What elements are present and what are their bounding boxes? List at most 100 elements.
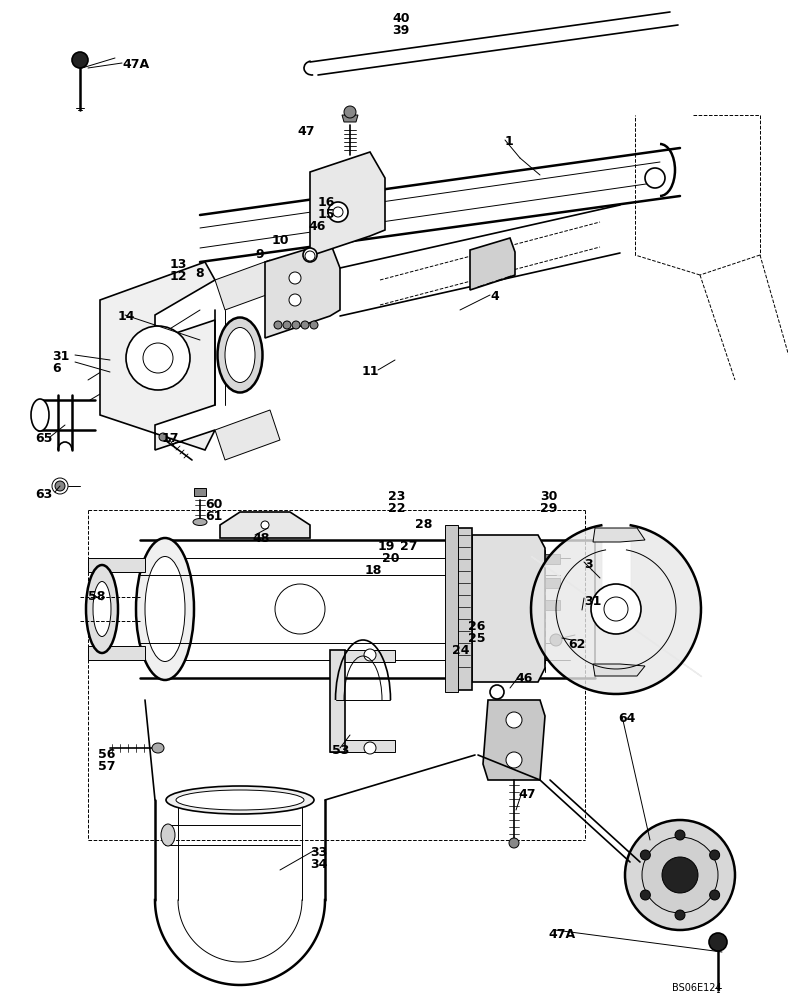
Polygon shape xyxy=(310,152,385,256)
Polygon shape xyxy=(593,664,645,676)
Circle shape xyxy=(642,837,718,913)
Text: 24: 24 xyxy=(452,644,470,657)
Text: 19: 19 xyxy=(378,540,396,553)
Text: 47A: 47A xyxy=(548,928,575,941)
Polygon shape xyxy=(342,115,358,122)
Text: 18: 18 xyxy=(365,564,382,577)
Text: 48: 48 xyxy=(252,532,269,545)
Circle shape xyxy=(55,481,65,491)
Circle shape xyxy=(275,584,325,634)
Circle shape xyxy=(625,820,735,930)
Circle shape xyxy=(591,584,641,634)
Text: 40: 40 xyxy=(392,12,410,25)
Circle shape xyxy=(509,838,519,848)
Text: 20: 20 xyxy=(382,552,400,565)
Text: 8: 8 xyxy=(195,267,203,280)
Text: 11: 11 xyxy=(362,365,380,378)
Ellipse shape xyxy=(161,824,175,846)
Circle shape xyxy=(303,248,317,262)
Text: 47: 47 xyxy=(518,788,536,801)
Circle shape xyxy=(301,321,309,329)
Polygon shape xyxy=(88,646,145,660)
Circle shape xyxy=(604,597,628,621)
Polygon shape xyxy=(330,650,345,752)
Circle shape xyxy=(645,168,665,188)
Polygon shape xyxy=(472,535,545,682)
Polygon shape xyxy=(194,488,206,496)
Circle shape xyxy=(641,850,650,860)
Circle shape xyxy=(333,207,343,217)
Text: 57: 57 xyxy=(98,760,116,773)
Text: 31: 31 xyxy=(584,595,601,608)
Circle shape xyxy=(274,321,282,329)
Circle shape xyxy=(143,343,173,373)
Circle shape xyxy=(506,752,522,768)
Circle shape xyxy=(490,685,504,699)
Circle shape xyxy=(344,106,356,118)
Circle shape xyxy=(662,857,698,893)
Text: 46: 46 xyxy=(308,220,325,233)
Ellipse shape xyxy=(31,399,49,431)
Polygon shape xyxy=(470,238,515,290)
Ellipse shape xyxy=(152,743,164,753)
Text: 13: 13 xyxy=(170,258,188,271)
Circle shape xyxy=(289,272,301,284)
Text: 4: 4 xyxy=(490,290,499,303)
Ellipse shape xyxy=(145,556,185,662)
Text: 1: 1 xyxy=(505,135,514,148)
Circle shape xyxy=(709,933,727,951)
Text: 53: 53 xyxy=(332,744,349,757)
Text: 23: 23 xyxy=(388,490,405,503)
Text: 47A: 47A xyxy=(122,58,149,71)
Ellipse shape xyxy=(86,565,118,653)
Circle shape xyxy=(305,251,315,261)
Text: 34: 34 xyxy=(310,858,327,871)
Circle shape xyxy=(328,202,348,222)
Circle shape xyxy=(72,52,88,68)
Text: 58: 58 xyxy=(88,590,106,603)
Circle shape xyxy=(550,634,562,646)
Circle shape xyxy=(710,890,719,900)
Text: 65: 65 xyxy=(35,432,52,445)
Ellipse shape xyxy=(166,786,314,814)
Circle shape xyxy=(364,742,376,754)
Polygon shape xyxy=(455,528,472,690)
Polygon shape xyxy=(545,600,560,610)
Polygon shape xyxy=(445,525,458,692)
Text: 27: 27 xyxy=(400,540,418,553)
Circle shape xyxy=(675,910,685,920)
Circle shape xyxy=(292,321,300,329)
Polygon shape xyxy=(215,260,280,310)
Text: 25: 25 xyxy=(468,632,485,645)
Text: 46: 46 xyxy=(515,672,533,685)
Text: 33: 33 xyxy=(310,846,327,859)
Text: 31: 31 xyxy=(52,350,69,363)
Text: 17: 17 xyxy=(162,432,180,445)
Polygon shape xyxy=(545,554,560,564)
Circle shape xyxy=(675,830,685,840)
Circle shape xyxy=(261,521,269,529)
Text: 30: 30 xyxy=(540,490,557,503)
Polygon shape xyxy=(88,558,145,572)
Text: 16: 16 xyxy=(318,196,336,209)
Polygon shape xyxy=(593,528,645,542)
Circle shape xyxy=(641,890,650,900)
Text: 64: 64 xyxy=(618,712,635,725)
Text: 61: 61 xyxy=(205,510,222,523)
Polygon shape xyxy=(265,242,340,338)
Text: 6: 6 xyxy=(52,362,61,375)
Ellipse shape xyxy=(225,328,255,382)
Text: 26: 26 xyxy=(468,620,485,633)
Text: 14: 14 xyxy=(118,310,136,323)
Text: 3: 3 xyxy=(584,558,593,571)
Polygon shape xyxy=(330,650,395,662)
Circle shape xyxy=(283,321,291,329)
Ellipse shape xyxy=(217,318,262,392)
Polygon shape xyxy=(483,700,545,780)
Text: 12: 12 xyxy=(170,270,188,283)
Ellipse shape xyxy=(176,790,304,810)
Text: 10: 10 xyxy=(272,234,289,247)
Polygon shape xyxy=(215,410,280,460)
Text: 39: 39 xyxy=(392,24,409,37)
Text: 28: 28 xyxy=(415,518,433,531)
